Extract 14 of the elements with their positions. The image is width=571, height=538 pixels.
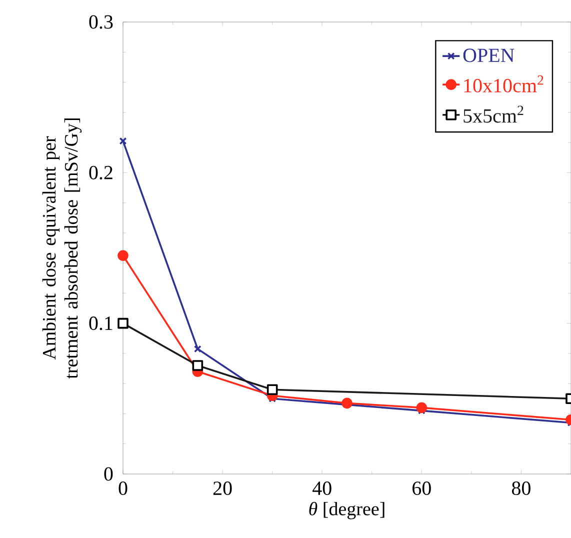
x-tick-label: 20 bbox=[213, 482, 232, 496]
y-tick-label: 0.2 bbox=[89, 166, 112, 180]
y-tick-label: 0.1 bbox=[89, 316, 112, 330]
legend-label: OPEN bbox=[463, 48, 514, 62]
x-tick-label: 60 bbox=[412, 482, 431, 496]
x-axis-title: θ [degree] bbox=[309, 502, 384, 520]
y-tick-label: 0.3 bbox=[89, 15, 113, 29]
x-tick-label: 0 bbox=[118, 482, 128, 496]
x-tick-label: 40 bbox=[312, 482, 332, 496]
legend-label: 5x5cm$^{2}$ bbox=[464, 106, 524, 123]
y-tick-label: 0 bbox=[104, 467, 113, 481]
x-tick-label: 80 bbox=[512, 482, 530, 496]
y-axis-title: Ambient dose equivalent per tretment absorbed dose [mSv/Gy] bbox=[42, 118, 82, 379]
legend-label: 10x10cm$^{2}$ bbox=[464, 75, 544, 92]
